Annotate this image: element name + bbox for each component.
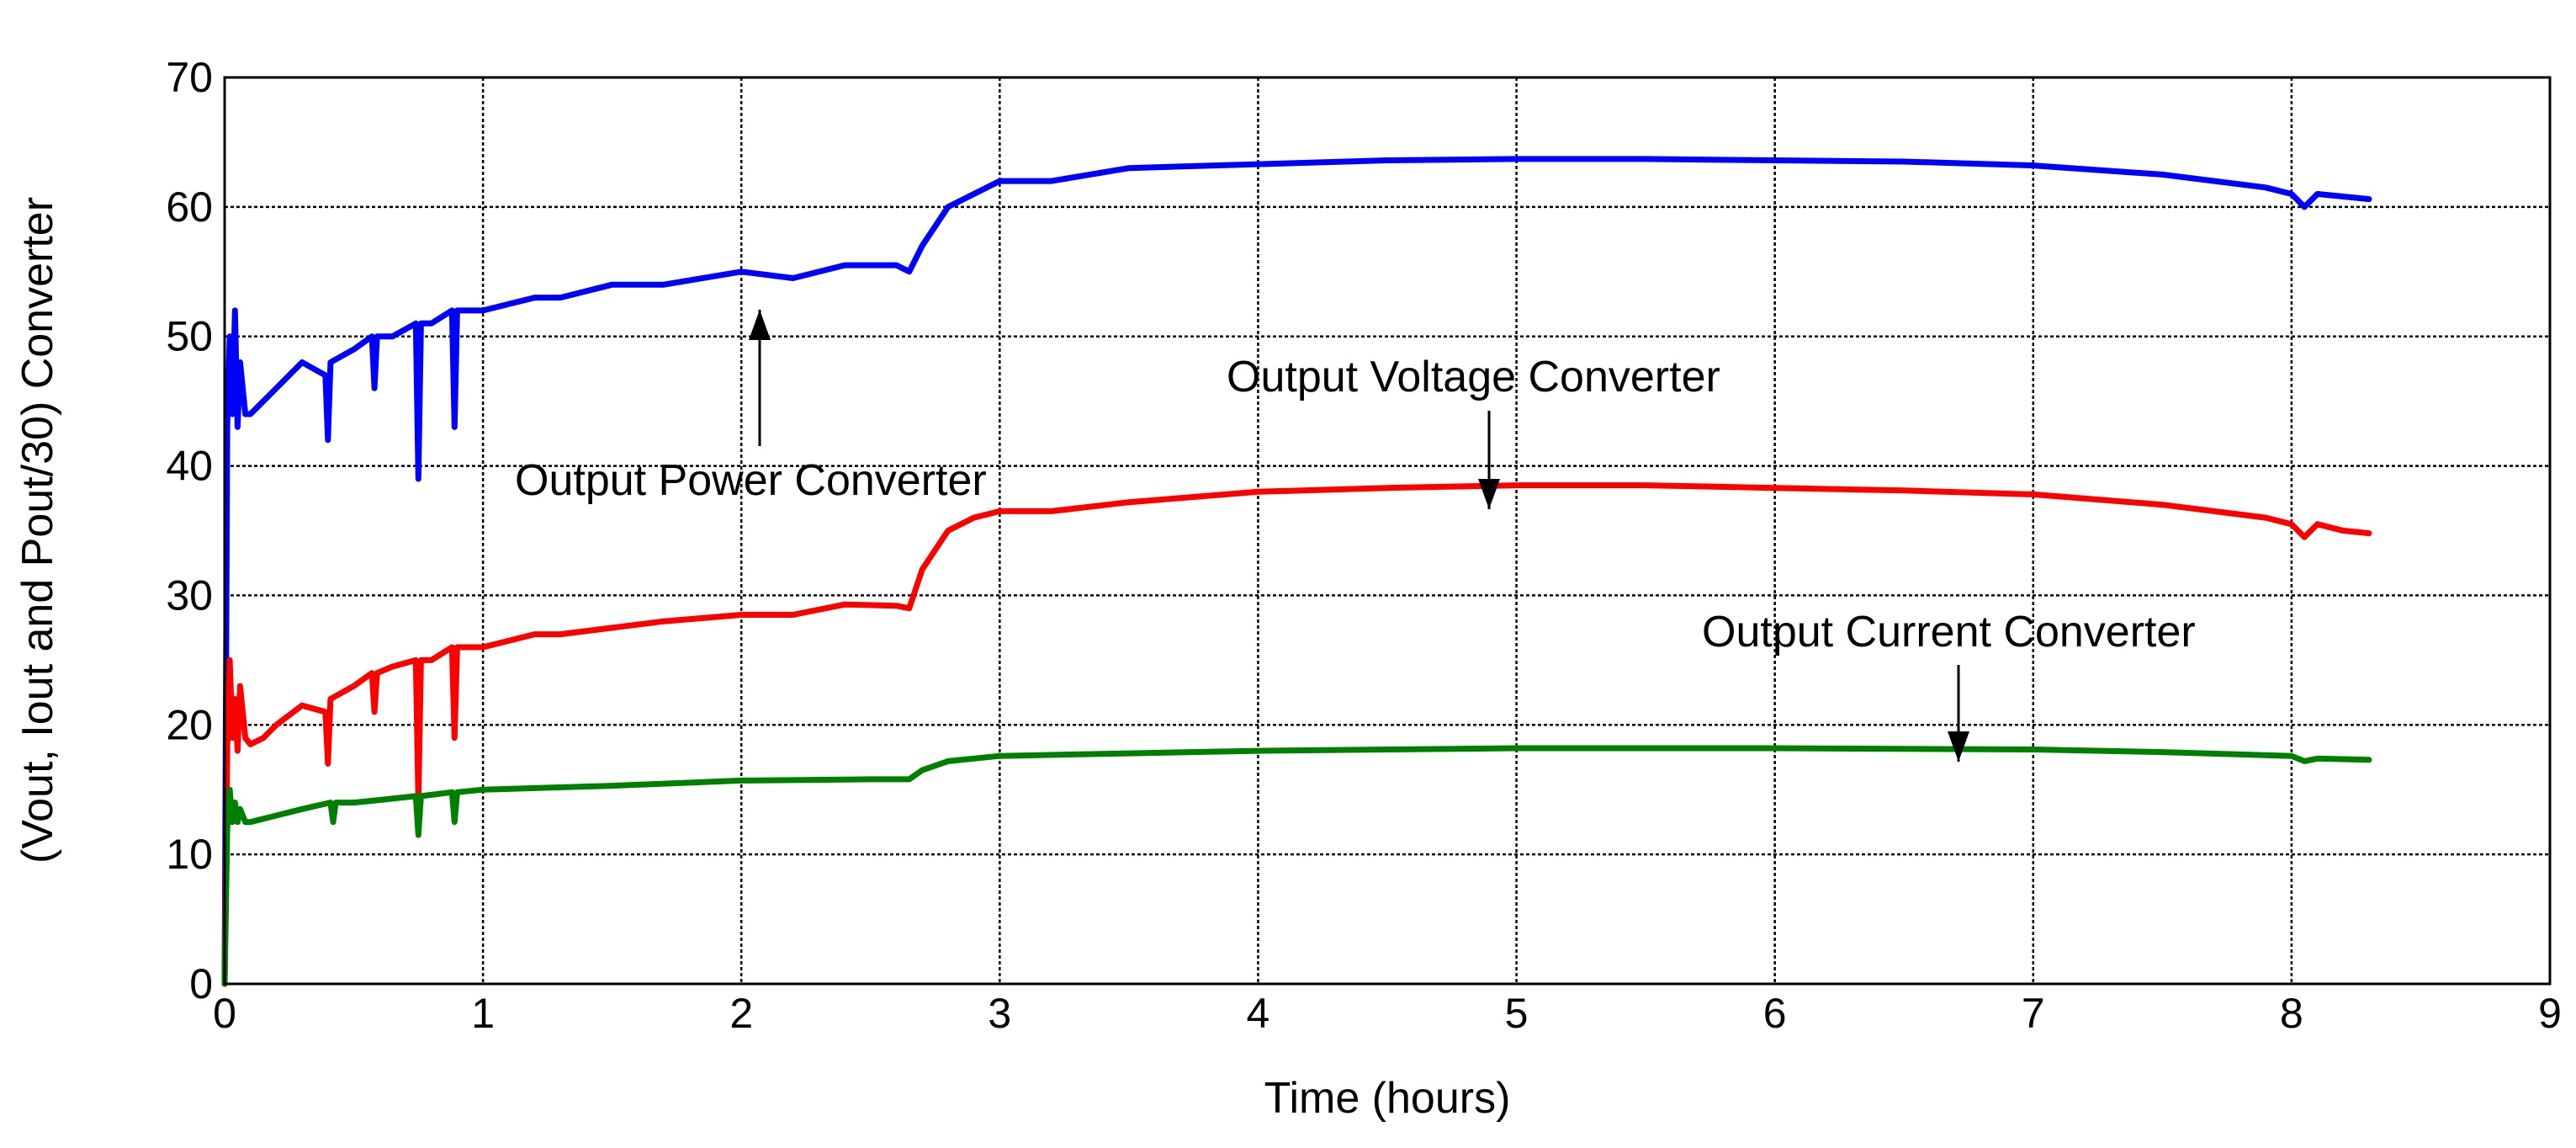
y-axis-title: (Vout, Iout and Pout/30) Converter (13, 197, 62, 864)
tick-labels: 0 1 2 3 4 5 6 7 8 9 0 10 20 30 40 50 60 70 (166, 54, 2562, 1037)
annotation-current-label: Output Current Converter (1702, 608, 2196, 656)
x-axis-title: Time (hours) (1264, 1074, 1511, 1123)
series-line-voltage (221, 482, 2372, 987)
annotation-voltage-label: Output Voltage Converter (1227, 353, 1720, 401)
y-tick-label: 70 (166, 54, 213, 101)
x-tick-label: 1 (471, 990, 495, 1037)
x-tick-label: 9 (2538, 990, 2562, 1037)
series-line-current (221, 745, 2372, 987)
x-tick-label: 6 (1763, 990, 1787, 1037)
y-tick-label: 60 (166, 183, 213, 231)
y-tick-label: 0 (189, 960, 213, 1007)
series-line-power (221, 156, 2372, 987)
x-tick-label: 3 (988, 990, 1011, 1037)
grid-lines (225, 77, 2550, 984)
y-tick-label: 40 (166, 443, 213, 490)
y-tick-label: 30 (166, 571, 213, 619)
x-tick-label: 8 (2280, 990, 2303, 1037)
y-tick-label: 50 (166, 313, 213, 360)
annotation-power-label: Output Power Converter (515, 456, 987, 505)
x-tick-label: 0 (213, 990, 236, 1037)
x-tick-label: 7 (2022, 990, 2045, 1037)
annotation-voltage-arrow-head (1478, 479, 1500, 509)
x-tick-label: 4 (1247, 990, 1270, 1037)
y-tick-label: 20 (166, 701, 213, 748)
annotation-power-arrow-head (749, 310, 771, 340)
annotations: Output Power Converter Output Voltage Con… (515, 310, 2196, 762)
x-tick-label: 2 (729, 990, 753, 1037)
annotation-current-arrow-head (1948, 731, 1969, 762)
x-tick-label: 5 (1505, 990, 1529, 1037)
series-lines (221, 156, 2372, 987)
y-tick-label: 10 (166, 831, 213, 878)
plot-frame (223, 76, 2552, 986)
